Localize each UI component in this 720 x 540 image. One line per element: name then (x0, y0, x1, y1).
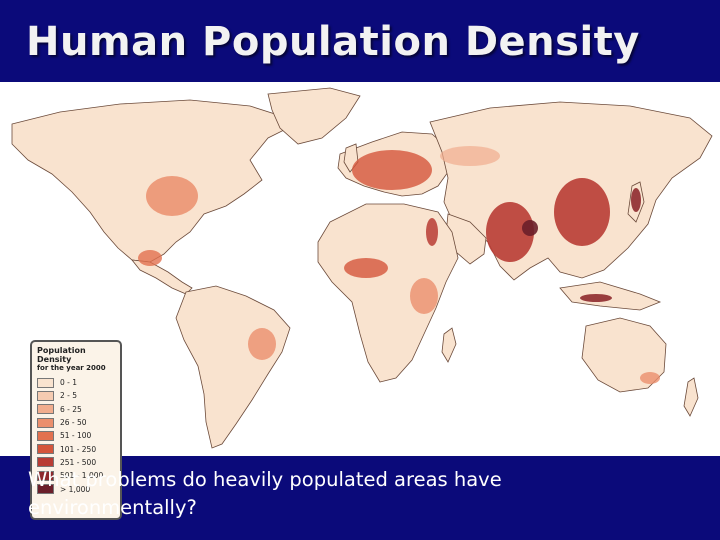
legend-label: 101 - 250 (60, 444, 97, 454)
hotspot-mexico (138, 250, 162, 266)
legend-item: 251 - 500 (37, 456, 115, 469)
southeast-asia-islands (559, 281, 662, 311)
africa (317, 203, 459, 383)
hotspot-russia-west (440, 146, 500, 166)
map-panel: Population Density for the year 2000 0 -… (0, 82, 720, 520)
hotspot-australia-se (640, 372, 660, 384)
legend-item: 26 - 50 (37, 416, 115, 429)
world-population-map (11, 87, 713, 449)
hotspot-japan (631, 188, 641, 212)
south-america (175, 285, 291, 449)
legend-label: > 1,000 (60, 484, 91, 494)
hotspot-eastern-us (146, 176, 198, 216)
legend-items: 0 - 1 2 - 5 6 - 25 26 - 50 51 - 100 101 - 250… (37, 376, 115, 496)
hotspot-east-china (554, 178, 610, 246)
new-zealand (683, 377, 699, 417)
legend-subtitle: for the year 2000 (37, 364, 106, 372)
legend-item: 51 - 100 (37, 429, 115, 442)
hotspot-java (580, 294, 612, 302)
legend-swatch (37, 444, 54, 455)
legend-label: 26 - 50 (60, 418, 87, 428)
central-america (131, 259, 193, 295)
legend-label: 0 - 1 (60, 378, 78, 388)
legend-swatch (37, 457, 54, 468)
madagascar (441, 327, 457, 363)
legend-item: 101 - 250 (37, 442, 115, 455)
slide-caption: What problems do heavily populated areas… (28, 468, 502, 519)
hotspot-nile (426, 218, 438, 246)
legend-item: 2 - 5 (37, 389, 115, 402)
legend-label: 2 - 5 (60, 391, 78, 401)
legend-label: 501 - 1,000 (60, 471, 104, 481)
legend-label: 51 - 100 (60, 431, 92, 441)
legend-title: Population Density (37, 346, 86, 364)
legend-swatch (37, 430, 54, 441)
greenland (267, 87, 361, 145)
slide-title: Human Population Density (26, 19, 640, 65)
density-hotspots (138, 146, 660, 384)
legend-item: 0 - 1 (37, 376, 115, 389)
map-legend: Population Density for the year 2000 0 -… (30, 340, 122, 520)
hotspot-west-africa (344, 258, 388, 278)
legend-item: > 1,000 (37, 482, 115, 495)
legend-item: 501 - 1,000 (37, 469, 115, 482)
hotspot-east-africa (410, 278, 438, 314)
hotspot-bangladesh (522, 220, 538, 236)
legend-swatch (37, 417, 54, 428)
hotspot-brazil-coast (248, 328, 276, 360)
legend-swatch (37, 404, 54, 415)
legend-label: 6 - 25 (60, 404, 82, 414)
hotspot-europe (352, 150, 432, 190)
legend-swatch (37, 470, 54, 481)
hotspot-india (486, 202, 534, 262)
legend-item: 6 - 25 (37, 403, 115, 416)
legend-swatch (37, 377, 54, 388)
legend-swatch (37, 484, 54, 495)
legend-label: 251 - 500 (60, 457, 97, 467)
legend-swatch (37, 390, 54, 401)
